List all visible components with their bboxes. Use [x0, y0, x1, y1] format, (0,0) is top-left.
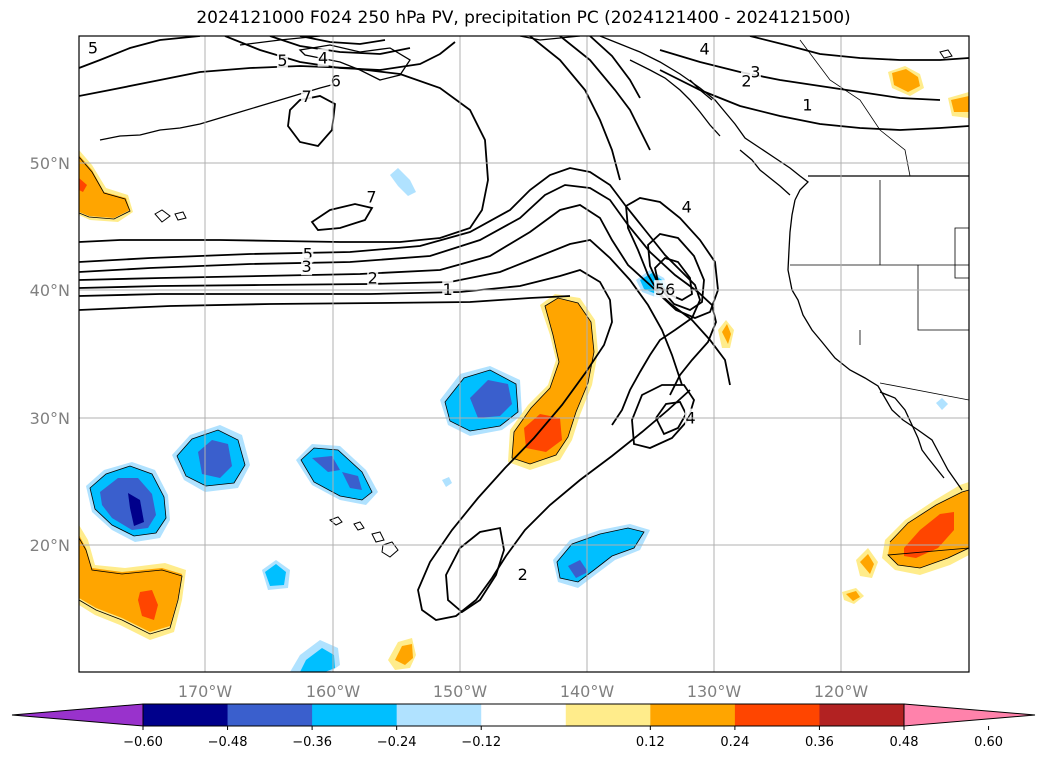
contour-label: 2 — [368, 269, 378, 288]
colorbar-tick-label: −0.48 — [208, 735, 248, 750]
contour-label: 7 — [301, 87, 311, 106]
colorbar-extend-high — [903, 703, 1036, 727]
colorbar-tick-label: 0.48 — [890, 735, 919, 750]
lon-label: 120°W — [814, 682, 869, 701]
contour-label: 3 — [301, 257, 311, 276]
contour-label-bg — [367, 268, 379, 287]
contour-label-bg — [802, 95, 814, 114]
contour-label: 4 — [318, 49, 328, 68]
colorbar-tick-label: 0.12 — [636, 735, 665, 750]
grid-lines — [79, 36, 969, 672]
contour-label-bg — [276, 51, 288, 70]
map-title: 2024121000 F024 250 hPa PV, precipitatio… — [196, 8, 851, 28]
lon-tick-labels: 170°W 160°W 150°W 140°W 130°W 120°W — [178, 682, 869, 701]
colorbar-segment — [819, 704, 905, 726]
contour-label-bg — [654, 280, 677, 299]
lon-label: 140°W — [560, 682, 615, 701]
colorbar-extend-low — [11, 703, 144, 727]
colorbar-tick-label: 0.36 — [805, 735, 834, 750]
contour-label: 4 — [682, 197, 692, 216]
contour-label: 2 — [518, 565, 528, 584]
lat-label: 50°N — [30, 154, 70, 173]
contour-label: 5 — [303, 245, 313, 264]
colorbar-segment — [227, 704, 313, 726]
colorbar-tick-label: −0.36 — [292, 735, 332, 750]
contour-label: 2 — [741, 72, 751, 91]
colorbar: −0.60 −0.48 −0.36 −0.24 −0.12 0.12 0.24 0.36 0.4… — [11, 703, 1036, 750]
islands — [154, 49, 953, 558]
colorbar-segment — [312, 704, 398, 726]
contour-label: 1 — [802, 96, 812, 115]
contour-label: 5 — [88, 38, 98, 57]
contour-label: 5 — [277, 51, 287, 70]
lat-label: 20°N — [30, 536, 70, 555]
colorbar-segment — [481, 704, 567, 726]
contour-label-bg — [301, 257, 313, 276]
lon-label: 150°W — [433, 682, 488, 701]
colorbar-tick-label: 0.60 — [974, 735, 1003, 750]
lon-label: 130°W — [687, 682, 742, 701]
contour-label: 4 — [699, 40, 709, 59]
contour-label: 7 — [366, 187, 376, 206]
colorbar-segment — [734, 704, 820, 726]
plot-frame — [78, 35, 970, 673]
colorbar-segment — [143, 704, 229, 726]
colorbar-segment — [650, 704, 736, 726]
colorbar-tick-label: −0.24 — [377, 735, 417, 750]
contour-label-bg — [749, 62, 761, 81]
contour-label-bg — [302, 244, 314, 263]
colorbar-tick-label: −0.60 — [123, 735, 163, 750]
lat-label: 40°N — [30, 281, 70, 300]
contour-label-bg — [517, 565, 529, 584]
contour-label-bg — [330, 71, 342, 90]
pv-contours — [79, 36, 969, 621]
contour-label-bg — [442, 280, 454, 299]
lon-label: 160°W — [306, 682, 361, 701]
contour-label: 3 — [750, 63, 760, 82]
contour-label-bg — [681, 197, 693, 216]
contour-label-bg — [87, 38, 99, 57]
contour-label-bg — [741, 71, 752, 90]
contour-label-bg — [317, 48, 329, 67]
colorbar-tick-label: −0.12 — [461, 735, 501, 750]
lat-label: 30°N — [30, 409, 70, 428]
lat-tick-labels: 50°N 40°N 30°N 20°N — [30, 154, 70, 555]
lon-label: 170°W — [178, 682, 233, 701]
colorbar-segment — [396, 704, 482, 726]
precipitation-shading — [79, 66, 969, 672]
colorbar-tick-label: 0.24 — [720, 735, 749, 750]
contour-label-bg — [365, 187, 377, 206]
contour-label: 6 — [331, 72, 341, 91]
contour-label-bg — [699, 39, 711, 58]
colorbar-frame — [142, 703, 905, 727]
colorbar-segment — [565, 704, 651, 726]
contour-label-bg — [301, 86, 313, 105]
